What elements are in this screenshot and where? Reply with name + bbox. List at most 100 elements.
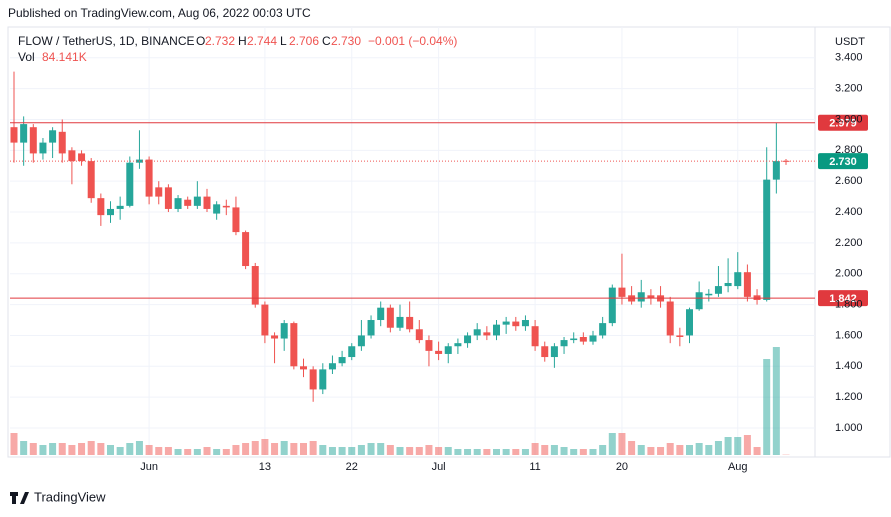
- volume-bar: [261, 439, 269, 455]
- volume-bar: [705, 445, 713, 455]
- volume-bar: [29, 443, 37, 455]
- candle-body: [541, 346, 549, 358]
- volume-bar: [222, 449, 230, 455]
- volume-bar: [464, 449, 472, 455]
- candle-body: [406, 316, 414, 330]
- volume-bar: [743, 435, 751, 455]
- y-tick-label: 2.800: [835, 144, 863, 156]
- volume-bar: [444, 447, 452, 455]
- candle-body: [734, 272, 742, 287]
- change: −0.001 (−0.04%): [368, 34, 457, 48]
- y-tick-label: 2.200: [835, 237, 863, 249]
- candle-body: [560, 340, 568, 347]
- volume-bar: [435, 447, 443, 455]
- candle-body: [444, 346, 452, 354]
- volume-bar: [126, 443, 134, 455]
- volume-value: 84.141K: [42, 50, 87, 64]
- candle-layer: [10, 71, 790, 402]
- volume-bar: [164, 447, 172, 455]
- candle-body: [20, 124, 28, 143]
- volume-bar: [454, 449, 462, 455]
- volume-bar: [560, 447, 568, 455]
- candle-body: [29, 127, 37, 154]
- volume-bar: [724, 437, 732, 455]
- legend-value: 2.744: [247, 34, 277, 48]
- brand: TradingView: [34, 489, 106, 504]
- candle-body: [300, 366, 307, 370]
- volume-bar: [550, 445, 558, 455]
- candle-body: [512, 321, 520, 327]
- candle-body: [184, 199, 192, 206]
- volume-bar: [97, 443, 105, 455]
- volume-bar: [570, 449, 578, 455]
- candle-body: [550, 346, 558, 358]
- volume-bar: [512, 449, 520, 455]
- candle-body: [145, 159, 153, 197]
- candle-body: [666, 301, 674, 336]
- volume-bar: [483, 449, 491, 455]
- volume-bar: [753, 447, 761, 455]
- candle-body: [242, 232, 250, 267]
- legend-value: 2.706: [289, 34, 319, 48]
- candle-body: [425, 340, 433, 351]
- y-tick-label: 3.200: [835, 83, 863, 95]
- candle-body: [49, 130, 57, 143]
- volume-bar: [348, 447, 356, 455]
- price-tag: [818, 153, 868, 170]
- candle-body: [58, 131, 66, 154]
- volume-bar: [58, 443, 66, 455]
- volume-bar: [618, 433, 626, 455]
- frame: [7, 26, 891, 458]
- candle-body: [348, 346, 356, 358]
- volume-bar: [203, 447, 211, 455]
- y-tick-label: 3.400: [835, 52, 863, 64]
- candle-body: [618, 287, 626, 297]
- candle-body: [493, 324, 500, 336]
- candle-body: [10, 127, 18, 143]
- volume-bar: [271, 443, 279, 455]
- candle-body: [116, 205, 124, 209]
- x-tick-label: 20: [616, 461, 628, 473]
- candle-body: [686, 309, 693, 336]
- candle-body: [328, 363, 336, 370]
- candle-body: [126, 162, 134, 206]
- candle-body: [107, 208, 114, 216]
- candle-body: [261, 304, 269, 336]
- volume-bar: [68, 445, 76, 455]
- candle-body: [78, 153, 86, 162]
- volume-bar: [714, 441, 722, 455]
- volume-bar: [145, 445, 153, 455]
- x-tick-label: Jul: [432, 461, 446, 473]
- overlay: 2.979 1.842 2.730: [10, 114, 868, 307]
- price-tag-label: 2.979: [829, 118, 857, 130]
- legend-key: L: [280, 34, 287, 48]
- candle-body: [251, 266, 259, 305]
- candle-body: [743, 272, 751, 297]
- volume-bar: [309, 441, 317, 455]
- candle-body: [647, 295, 655, 299]
- candle-body: [454, 343, 462, 347]
- volume-bar: [184, 449, 192, 455]
- candle-body: [782, 160, 790, 162]
- legend-key: C: [322, 34, 331, 48]
- volume-bar: [473, 449, 481, 455]
- price-tag: [818, 290, 868, 307]
- y-tick-label: 3.000: [835, 113, 863, 125]
- legend-value: 2.732: [205, 34, 235, 48]
- candle-body: [483, 332, 491, 336]
- candle-body: [367, 320, 375, 336]
- volume-bar: [49, 443, 57, 455]
- volume-bar: [328, 447, 336, 455]
- volume-bar: [377, 443, 385, 455]
- volume-bar: [251, 441, 259, 455]
- x-tick-label: 22: [346, 461, 358, 473]
- y-tick-label: 1.200: [835, 391, 863, 403]
- legend-key: O: [196, 34, 205, 48]
- candle-body: [714, 286, 722, 294]
- grid: [10, 27, 815, 455]
- volume-bar: [406, 447, 414, 455]
- legend-value: 2.730: [331, 34, 361, 48]
- volume-bar: [290, 443, 298, 455]
- x-tick-label: Jun: [140, 461, 158, 473]
- candle-body: [396, 316, 404, 328]
